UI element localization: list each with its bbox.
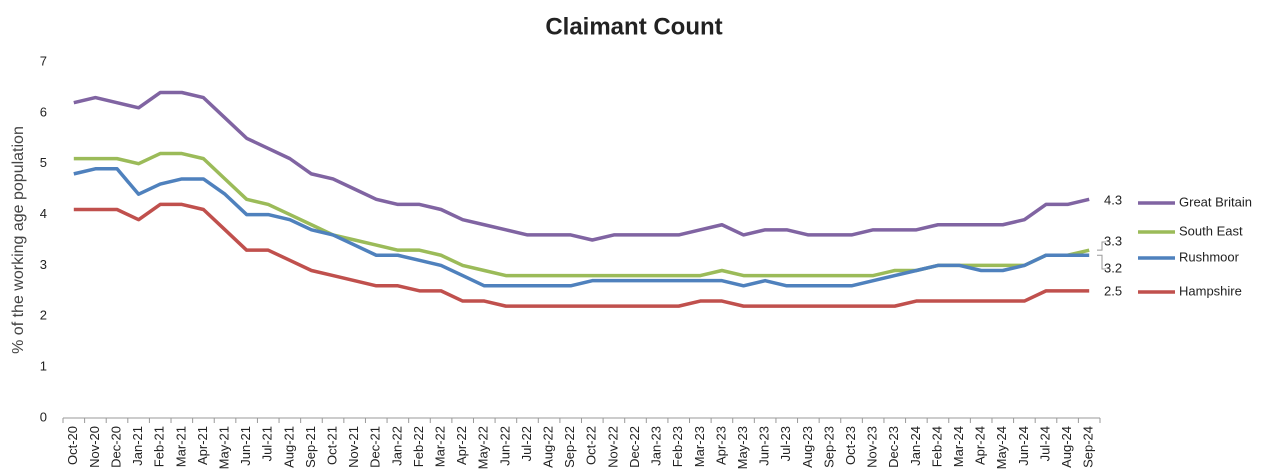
y-tick-label: 5 — [40, 155, 47, 170]
legend-label: Great Britain — [1179, 194, 1252, 209]
x-tick-label: Jul-22 — [519, 426, 534, 461]
legend-label: South East — [1179, 223, 1243, 238]
x-tick-label: Jan-24 — [908, 426, 923, 466]
y-tick-label: 7 — [40, 53, 47, 68]
x-tick-label: May-22 — [476, 426, 491, 469]
y-tick-label: 4 — [40, 206, 47, 221]
label-leader — [1097, 241, 1106, 251]
line-series — [73, 167, 1090, 288]
x-tick-label: Aug-22 — [541, 426, 556, 468]
x-tick-label: Nov-21 — [346, 426, 361, 468]
line-series — [73, 202, 1090, 308]
x-tick-label: Apr-24 — [973, 426, 988, 465]
x-tick-label: Jan-22 — [389, 426, 404, 466]
y-tick-label: 3 — [40, 257, 47, 272]
x-tick-label: Apr-23 — [713, 426, 728, 465]
x-tick-label: Dec-22 — [627, 426, 642, 468]
y-tick-label: 2 — [40, 308, 47, 323]
x-tick-label: Apr-21 — [195, 426, 210, 465]
label-leader — [1097, 254, 1106, 270]
line-series — [73, 151, 1090, 278]
x-tick-label: Feb-23 — [670, 426, 685, 467]
x-tick-label: Feb-21 — [152, 426, 167, 467]
x-tick-label: Jul-23 — [778, 426, 793, 461]
data-label: 3.2 — [1104, 260, 1122, 275]
x-tick-label: Jun-24 — [1016, 426, 1031, 466]
x-tick-label: Jun-21 — [238, 426, 253, 466]
x-tick-label: Jun-22 — [497, 426, 512, 466]
legend-label: Hampshire — [1179, 283, 1242, 298]
x-tick-label: May-23 — [735, 426, 750, 469]
y-tick-label: 6 — [40, 104, 47, 119]
x-tick-label: May-21 — [216, 426, 231, 469]
legend-label: Rushmoor — [1179, 249, 1240, 264]
x-tick-label: Dec-20 — [108, 426, 123, 468]
y-tick-label: 1 — [40, 359, 47, 374]
x-tick-label: Mar-24 — [951, 426, 966, 467]
x-tick-label: Jun-23 — [757, 426, 772, 466]
x-tick-label: Jul-24 — [1037, 426, 1052, 461]
data-label: 2.5 — [1104, 283, 1122, 298]
x-tick-label: Nov-22 — [605, 426, 620, 468]
x-tick-label: Aug-21 — [281, 426, 296, 468]
x-tick-label: Apr-22 — [454, 426, 469, 465]
y-tick-label: 0 — [40, 409, 47, 424]
data-label: 3.3 — [1104, 233, 1122, 248]
x-tick-label: Oct-23 — [843, 426, 858, 465]
x-tick-label: Nov-23 — [865, 426, 880, 468]
x-tick-label: Aug-24 — [1059, 426, 1074, 468]
x-tick-label: Dec-21 — [368, 426, 383, 468]
x-tick-label: Nov-20 — [87, 426, 102, 468]
y-axis-title: % of the working age population — [10, 126, 27, 354]
x-tick-label: Jan-23 — [649, 426, 664, 466]
x-tick-label: Mar-21 — [173, 426, 188, 467]
x-tick-label: Mar-22 — [433, 426, 448, 467]
x-tick-label: Jan-21 — [130, 426, 145, 466]
x-tick-label: Oct-22 — [584, 426, 599, 465]
x-tick-label: Aug-23 — [800, 426, 815, 468]
x-tick-label: Jul-21 — [260, 426, 275, 461]
x-tick-label: Sep-23 — [821, 426, 836, 468]
x-tick-label: Oct-20 — [65, 426, 80, 465]
x-tick-label: Feb-22 — [411, 426, 426, 467]
x-tick-label: Oct-21 — [324, 426, 339, 465]
x-tick-label: Dec-23 — [886, 426, 901, 468]
x-tick-label: Sep-22 — [562, 426, 577, 468]
line-series — [73, 90, 1090, 242]
x-tick-label: Sep-24 — [1081, 426, 1096, 468]
x-tick-label: Sep-21 — [303, 426, 318, 468]
data-label: 4.3 — [1104, 192, 1122, 207]
x-tick-label: May-24 — [994, 426, 1009, 469]
x-tick-label: Feb-24 — [929, 426, 944, 467]
x-tick-label: Mar-23 — [692, 426, 707, 467]
chart-title: Claimant Count — [545, 13, 722, 40]
